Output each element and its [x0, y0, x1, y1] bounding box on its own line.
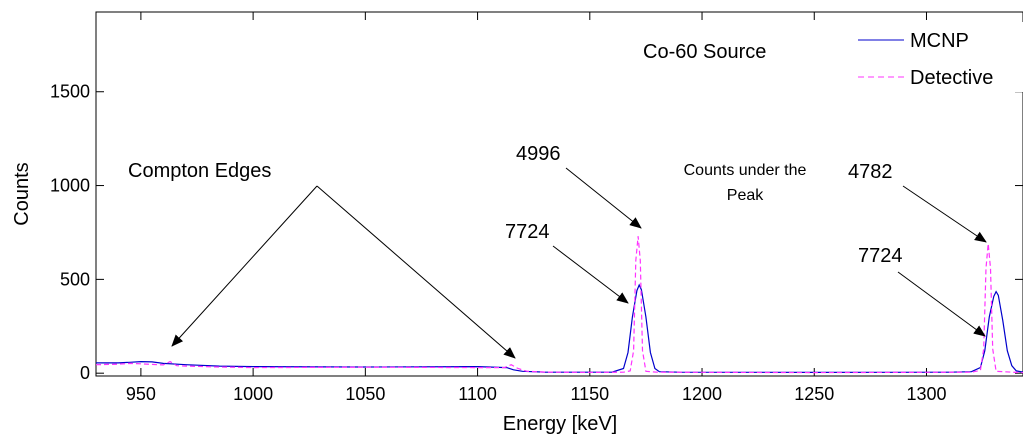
x-axis-title: Energy [keV] — [503, 413, 618, 435]
annotation-det-peak2: 4782 — [848, 161, 893, 183]
y-tick-label: 0 — [80, 363, 90, 383]
annotation-mcnp-peak2: 7724 — [858, 245, 903, 267]
y-axis: 0 500 1000 1500 — [50, 82, 1023, 383]
y-axis-title: Counts — [11, 162, 33, 225]
x-tick-label: 1200 — [682, 384, 722, 404]
series-line-detective — [96, 236, 1023, 374]
x-tick-label: 1250 — [794, 384, 834, 404]
annotation-mcnp-peak1: 7724 — [505, 221, 550, 243]
chart-title: Co-60 Source — [643, 41, 766, 63]
legend-box — [852, 22, 1023, 92]
legend-label-detective: Detective — [910, 67, 993, 89]
annotation-counts-under-peak-2: Peak — [727, 187, 764, 204]
y-tick-label: 1500 — [50, 82, 90, 102]
arrow-det-peak2 — [902, 185, 987, 243]
arrow-mcnp-peak1 — [552, 245, 629, 304]
x-tick-label: 1150 — [570, 384, 609, 404]
arrow-compton-left — [171, 185, 318, 347]
legend-label-mcnp: MCNP — [910, 30, 969, 52]
annotation-det-peak1: 4996 — [516, 143, 561, 165]
x-tick-label: 1100 — [458, 384, 497, 404]
y-tick-label: 500 — [60, 269, 90, 289]
x-tick-label: 1050 — [345, 384, 385, 404]
x-tick-label: 1300 — [906, 384, 946, 404]
y-tick-label: 1000 — [50, 176, 90, 196]
legend: MCNP Detective — [852, 22, 1023, 92]
arrow-mcnp-peak2 — [897, 271, 986, 337]
annotation-compton-edges: Compton Edges — [128, 160, 271, 182]
arrow-det-peak1 — [565, 167, 642, 229]
series-line-mcnp — [96, 283, 1023, 373]
x-tick-label: 1000 — [233, 384, 273, 404]
x-tick-label: 950 — [126, 384, 156, 404]
annotation-counts-under-peak-1: Counts under the — [684, 162, 807, 179]
arrow-compton-right — [316, 185, 516, 359]
